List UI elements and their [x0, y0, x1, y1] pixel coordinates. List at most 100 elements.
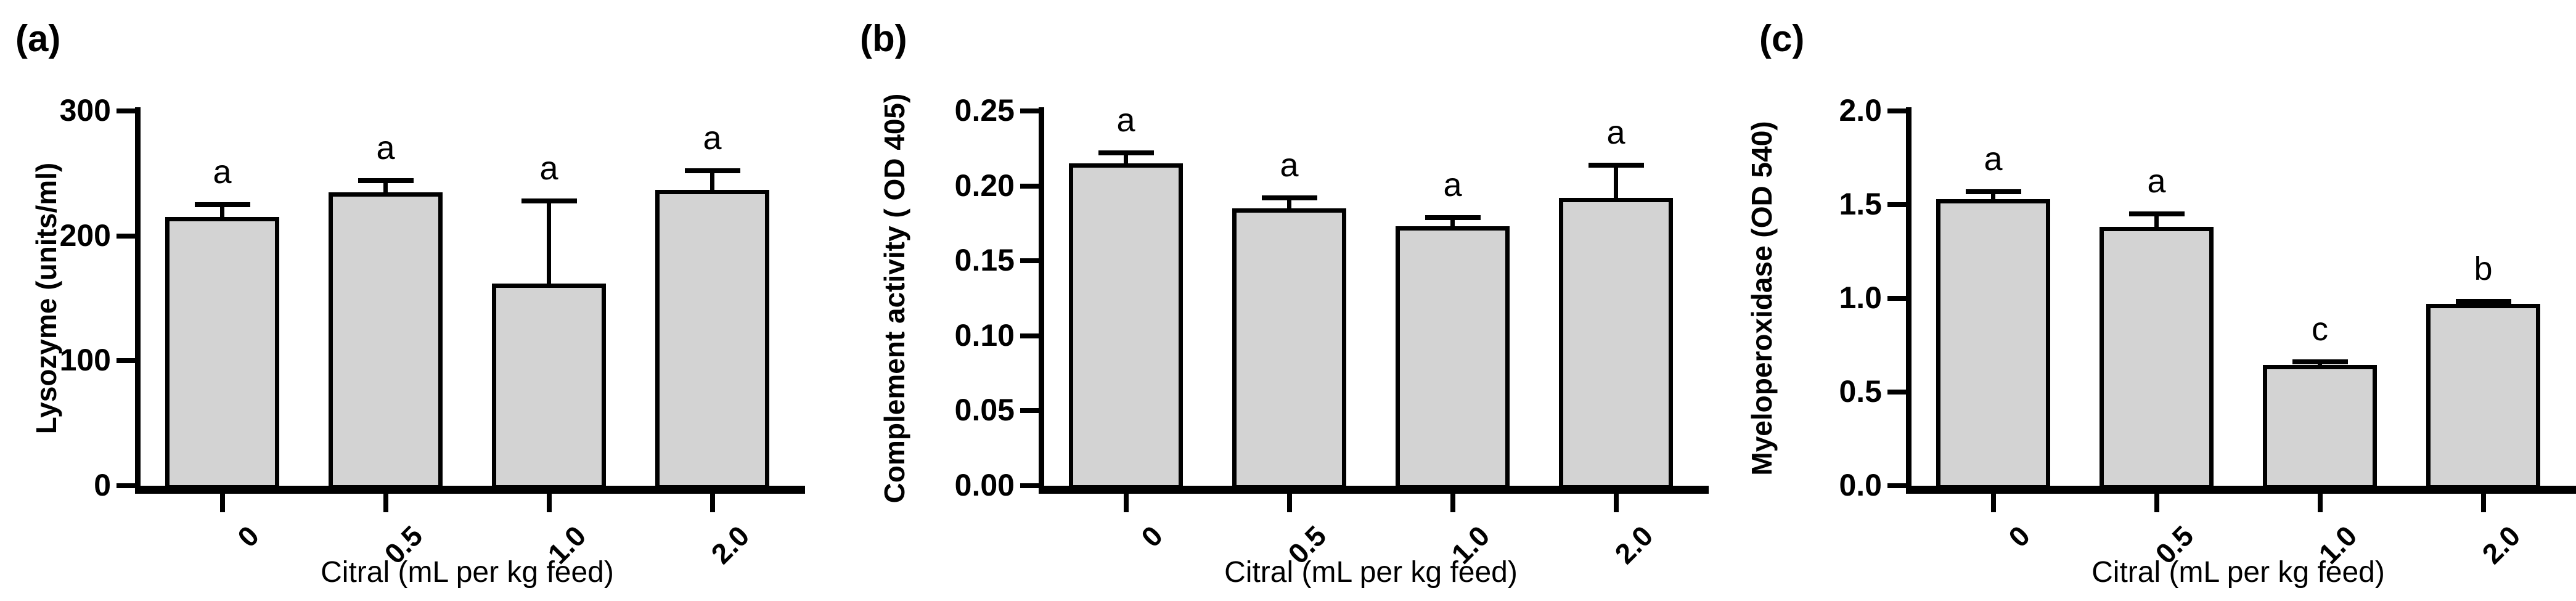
y-tick — [117, 233, 135, 239]
sig-letter: c — [2312, 311, 2328, 348]
error-bar-cap — [1588, 162, 1644, 168]
x-tick-label: 2.0 — [2475, 519, 2526, 570]
bar — [1232, 208, 1346, 489]
x-tick-label: 0 — [231, 519, 265, 554]
sig-letter: a — [1116, 102, 1135, 139]
bar — [2100, 227, 2214, 489]
x-axis-title-c: Citral (mL per kg feed) — [2091, 556, 2385, 589]
bar — [165, 217, 279, 489]
y-axis-title-a: Lysozyme (units/ml) — [30, 162, 62, 435]
error-bar-cap — [2128, 211, 2185, 217]
x-axis-spine — [1039, 486, 1709, 494]
y-tick — [1887, 390, 1906, 395]
x-axis-title-a: Citral (mL per kg feed) — [321, 556, 614, 589]
x-tick-label: 2.0 — [704, 519, 755, 570]
x-tick — [709, 494, 715, 512]
sig-letter: a — [376, 129, 395, 167]
error-bar-stem — [710, 171, 714, 190]
sig-letter: a — [539, 149, 558, 187]
sig-letter: a — [1984, 140, 2003, 178]
error-bar-stem — [1124, 153, 1128, 164]
y-tick — [117, 108, 135, 113]
x-tick — [2317, 494, 2323, 512]
y-tick-label: 0.10 — [954, 317, 1015, 353]
x-tick — [2154, 494, 2159, 512]
error-bar-cap — [1965, 189, 2021, 194]
y-tick — [1887, 202, 1906, 207]
y-tick — [1887, 483, 1906, 488]
x-tick — [1286, 494, 1292, 512]
error-bar-cap — [521, 198, 577, 203]
bar — [1559, 198, 1673, 489]
y-tick-label: 200 — [59, 218, 111, 253]
bar — [1069, 163, 1183, 489]
bar — [655, 189, 769, 489]
bar — [2263, 364, 2377, 489]
bar — [492, 283, 606, 489]
y-tick-label: 0.20 — [954, 168, 1015, 203]
error-bar-stem — [383, 181, 388, 192]
error-bar-stem — [220, 205, 224, 218]
panel-a: (a) Lysozyme (units/ml) 0 100 200 300 a 0 a 0.5… — [0, 0, 859, 601]
y-tick-label: 0.05 — [954, 393, 1015, 428]
error-bar-stem — [547, 200, 551, 284]
y-tick-label: 1.5 — [1839, 187, 1882, 221]
sig-letter: a — [1280, 147, 1299, 184]
y-tick-label: 0 — [94, 468, 111, 502]
x-tick-label: 0 — [2002, 519, 2036, 554]
y-axis-spine — [1906, 107, 1912, 493]
error-bar-stem — [1614, 165, 1618, 198]
y-tick-label: 0.0 — [1839, 468, 1882, 502]
x-tick-label: 2.0 — [1608, 519, 1659, 570]
sig-letter: a — [1443, 166, 1462, 203]
error-bar-stem — [1287, 198, 1291, 209]
error-bar-cap — [358, 178, 414, 184]
panel-c: (c) Myeloperoxidase (OD 540) 0.0 0.5 1.0 1.… — [1717, 0, 2576, 601]
error-bar-cap — [1261, 195, 1317, 201]
x-tick — [383, 494, 388, 512]
panel-b: (b) Complement activity ( OD 405) 0.00 0.… — [859, 0, 1717, 601]
y-axis-spine — [1039, 107, 1044, 493]
x-tick — [219, 494, 225, 512]
sig-letter: b — [2474, 250, 2493, 287]
y-tick-label: 1.0 — [1839, 280, 1882, 315]
sig-letter: a — [213, 153, 232, 190]
error-bar-cap — [2292, 359, 2348, 365]
error-bar-stem — [1991, 191, 1995, 199]
y-tick-label: 2.0 — [1839, 93, 1882, 128]
y-tick — [117, 483, 135, 488]
sig-letter: a — [2147, 163, 2166, 200]
panel-label-a: (a) — [15, 18, 61, 59]
y-tick — [1020, 408, 1039, 414]
y-tick — [1887, 108, 1906, 113]
x-tick — [1990, 494, 1996, 512]
y-tick-label: 0.5 — [1839, 374, 1882, 409]
y-tick-label: 100 — [59, 343, 111, 378]
y-tick-label: 300 — [59, 93, 111, 128]
error-bar-stem — [1450, 217, 1455, 227]
panel-label-b: (b) — [860, 18, 907, 59]
sig-letter: a — [703, 120, 722, 157]
y-tick — [1020, 108, 1039, 113]
x-tick — [1613, 494, 1619, 512]
error-bar-stem — [2154, 214, 2159, 227]
bar — [329, 192, 443, 489]
x-axis-spine — [1906, 486, 2576, 494]
panel-label-c: (c) — [1759, 18, 1805, 59]
y-tick — [1020, 183, 1039, 189]
y-tick — [1020, 333, 1039, 338]
y-axis-spine — [135, 107, 141, 493]
x-tick — [2480, 494, 2486, 512]
error-bar-cap — [194, 202, 250, 207]
error-bar-cap — [2455, 298, 2511, 304]
y-axis-title-b: Complement activity ( OD 405) — [878, 93, 910, 504]
y-tick — [1020, 483, 1039, 488]
y-tick-label: 0.15 — [954, 243, 1015, 278]
x-tick — [546, 494, 552, 512]
y-tick-label: 0.25 — [954, 93, 1015, 128]
x-tick — [1123, 494, 1129, 512]
sig-letter: a — [1606, 113, 1625, 151]
y-tick — [117, 358, 135, 364]
y-tick-label: 0.00 — [954, 468, 1015, 502]
